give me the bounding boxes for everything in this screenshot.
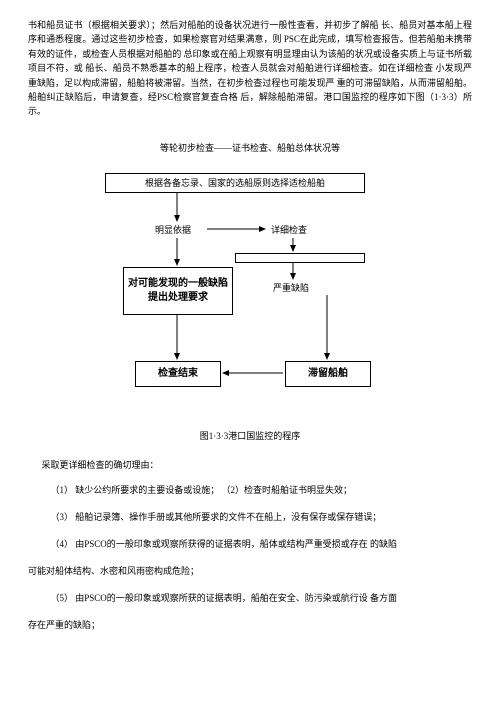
reasons-heading: 采取更详细检查的确切理由： bbox=[28, 458, 472, 472]
figure-caption: 图1·3·3港口国监控的程序 bbox=[28, 429, 472, 443]
node-select-ship: 根据各备忘录、国家的选船原则选择适检船舶 bbox=[105, 173, 365, 193]
reason-item-3: （3） 船舶记录簿、操作手册或其他所要求的文件不在船上，没有保存或保存错误； bbox=[28, 509, 472, 526]
label-evidence: 明显依据 bbox=[155, 223, 191, 237]
intro-paragraph: 书和船员证书（根据相关要求）；然后对船舶的设备状况进行一般性查看，并初步了解船 … bbox=[28, 18, 472, 119]
label-severe-defect: 严重缺陷 bbox=[273, 281, 309, 295]
reason-item-4: （4） 由PSCO的一般印象或观察所获得的证据表明，船体或结构严重受损或存在 的… bbox=[28, 536, 472, 553]
flowchart-diagram: 根据各备忘录、国家的选船原则选择适检船舶 明显依据 详细检查 对可能发现的一般缺… bbox=[95, 173, 405, 423]
reason-item-5: （5） 由PSCO的一般印象或观察所获的证据表明，船舶在安全、防污染或航行设 备… bbox=[28, 590, 472, 607]
diagram-subtitle: 等轮初步检查――证书检查、船舶总体状况等 bbox=[28, 141, 472, 155]
node-detain-ship: 滞留船舶 bbox=[285, 361, 371, 387]
node-detail-bar bbox=[235, 253, 365, 263]
node-check-end: 检查结束 bbox=[135, 361, 221, 387]
label-detail-check: 详细检查 bbox=[271, 223, 307, 237]
node-general-defect: 对可能发现的一般缺陷提出处理要求 bbox=[123, 267, 233, 315]
reason-item-4-cont: 可能对船体结构、水密和风雨密构成危险； bbox=[28, 563, 472, 580]
reason-item-1-2: （1） 缺少公约所要求的主要设备或设施； （2）检查时船舶证书明显失效； bbox=[28, 482, 472, 499]
reason-item-5-cont: 存在严重的缺陷； bbox=[28, 617, 472, 634]
